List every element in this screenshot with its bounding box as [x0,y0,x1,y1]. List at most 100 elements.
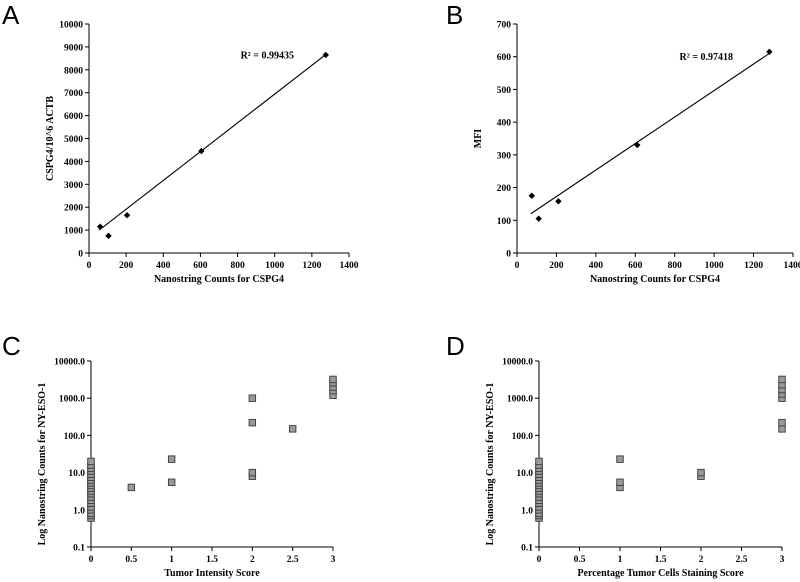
data-point [766,48,773,56]
x-tick-label: 0 [87,261,92,271]
x-tick-label: 2 [250,555,255,565]
x-tick-label: 400 [589,261,604,271]
x-tick-label: 200 [549,261,564,271]
y-tick-label: 10000 [59,21,83,31]
x-tick-label: 600 [628,261,643,271]
x-tick-label: 2.5 [287,555,299,565]
x-tick-label: 0 [537,555,542,565]
data-point [778,418,786,427]
y-tick-label: 9000 [64,43,83,53]
x-tick-label: 1 [169,555,174,565]
x-tick-label: 1.5 [206,555,218,565]
panel-letter-c: C [2,331,21,361]
data-point [322,51,329,59]
y-tick-label: 0 [506,250,511,260]
panel-letter-d: D [446,331,465,361]
y-tick-label: 6000 [64,112,83,122]
panel-letter-b: B [446,0,463,30]
y-axis-title: CSPG4/10^6 ACTB [45,96,56,181]
data-point [127,483,136,492]
data-point [634,141,641,149]
x-tick-label: 3 [780,555,785,565]
panel-letter-a: A [2,0,20,30]
x-tick-label: 1200 [302,261,321,271]
r-squared-annotation: R² = 0.99435 [241,50,294,61]
trendline [98,53,328,231]
y-axis-title: Log Nanostring Counts for NY-ESO-1 [37,383,48,546]
x-tick-label: 1000 [705,261,724,271]
x-tick-label: 800 [668,261,683,271]
x-tick-label: 0.5 [574,555,586,565]
y-tick-label: 5000 [64,135,83,145]
y-tick-label: 700 [497,21,512,31]
panel-d: D 0.1 1.0 10.0 100.0 1000.0 10000.0 0 0.5 1 1.5 2 2… [446,331,786,579]
x-axis-title: Nanostring Counts for CSPG4 [590,274,720,285]
y-tick-label: 100.0 [64,432,86,442]
y-tick-label: 4000 [64,158,83,168]
x-tick-label: 0 [89,555,94,565]
data-point [616,478,624,486]
y-axis-title: MFI [473,129,484,149]
data-point [697,468,705,477]
data-point [167,455,176,463]
y-axis-title: Log Nanostring Counts for NY-ESO-1 [485,383,496,546]
x-axis-title: Tumor Intensity Score [164,568,260,579]
data-point [167,478,176,486]
data-point [535,215,542,222]
x-tick-label: 3 [331,555,336,565]
data-point [198,147,205,155]
y-tick-label: 0.1 [521,544,533,554]
x-tick-label: 2 [699,555,704,565]
data-point [528,192,535,199]
x-tick-label: 1000 [265,261,284,271]
x-tick-label: 400 [156,261,171,271]
data-point [105,232,112,240]
r-squared-annotation: R² = 0.97418 [680,52,733,63]
y-tick-label: 500 [497,86,512,96]
y-tick-label: 10000.0 [502,358,533,368]
y-tick-label: 10.0 [68,469,85,479]
data-point [288,425,297,433]
data-point [96,223,104,230]
x-tick-label: 800 [230,261,245,271]
x-tick-label: 0.5 [125,555,137,565]
y-tick-label: 100 [497,217,512,227]
y-tick-label: 300 [497,151,512,161]
y-tick-label: 10.0 [516,469,533,479]
trendline [530,52,770,215]
x-tick-label: 1.5 [655,555,667,565]
y-tick-label: 100.0 [512,432,534,442]
data-point [329,375,337,384]
x-tick-label: 1200 [744,261,763,271]
y-tick-label: 200 [497,184,512,194]
y-tick-label: 1000 [64,227,83,237]
y-tick-label: 1000.0 [507,395,533,405]
y-tick-label: 0 [78,250,83,260]
y-tick-label: 1.0 [73,506,85,516]
data-point [248,394,257,402]
y-tick-label: 0.1 [73,544,85,554]
y-tick-label: 400 [497,119,512,129]
y-tick-label: 3000 [64,181,83,191]
x-tick-label: 1400 [340,261,359,271]
x-tick-label: 0 [515,261,520,271]
x-axis-title: Nanostring Counts for CSPG4 [154,274,284,285]
data-point [778,425,786,433]
data-point [248,418,257,427]
y-tick-label: 8000 [64,66,83,76]
y-tick-label: 1.0 [521,506,533,516]
data-point [778,375,786,384]
data-point [535,457,543,466]
data-point [123,212,131,219]
y-tick-label: 600 [497,53,512,63]
panel-a: A 01000200030004000500060007000800090001… [2,0,359,285]
data-point [87,457,95,466]
x-tick-label: 600 [193,261,208,271]
panel-c: C 0.1 1.0 10.0 100.0 1000.0 10000.0 0 0.5 1 1.5 2 2… [2,331,337,579]
data-point [248,468,257,477]
y-tick-label: 10000.0 [54,358,85,368]
data-point [555,198,562,205]
x-tick-label: 2.5 [736,555,748,565]
panel-b: B 0 100 200 300 400 500 600 700 0 200 400 600 800 100… [446,0,800,285]
